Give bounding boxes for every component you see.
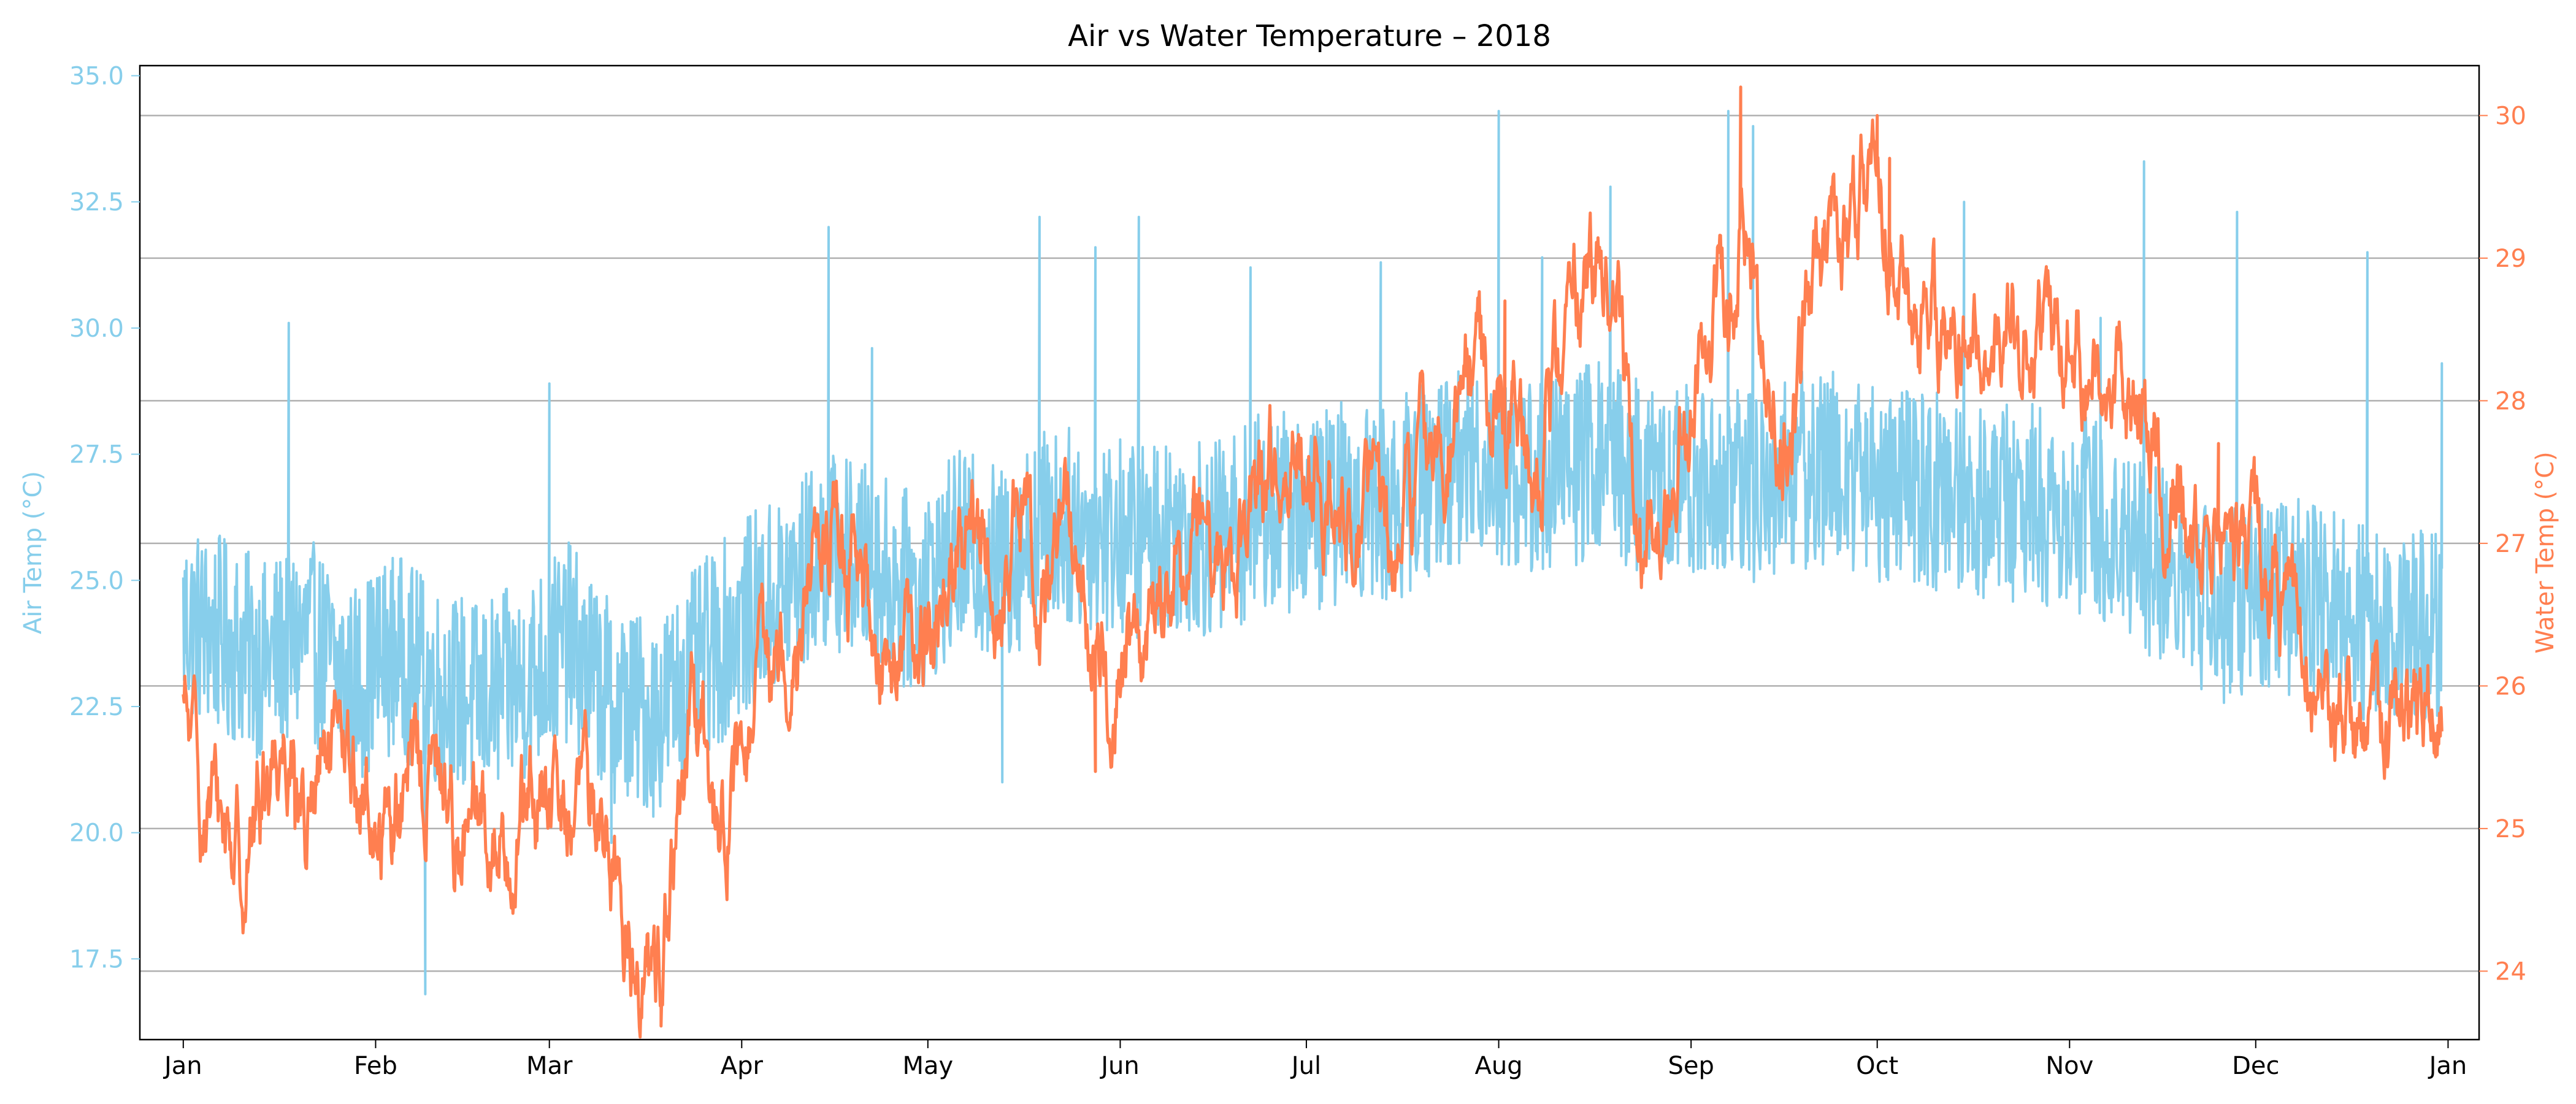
x-tick-label: Jan <box>2428 1052 2467 1080</box>
y-left-tick-label: 30.0 <box>69 315 124 343</box>
plot-frame <box>139 64 2480 1041</box>
x-tick-label: Jan <box>163 1052 202 1080</box>
y-axis-right: 24 25 26 27 28 29 30 <box>2479 102 2526 986</box>
y-right-tick-label: 30 <box>2495 102 2526 130</box>
y-left-tick-label: 20.0 <box>69 819 124 848</box>
y-right-tick-label: 26 <box>2495 672 2526 700</box>
y-right-tick-label: 27 <box>2495 530 2526 558</box>
x-tick-label: Sep <box>1668 1052 1714 1080</box>
x-axis: Jan Feb Mar Apr May Jun Jul Aug Sep Oct Nov Dec Jan <box>163 1040 2467 1080</box>
x-tick-label: Apr <box>721 1052 764 1080</box>
y-left-tick-label: 22.5 <box>69 693 124 721</box>
x-tick-label: Dec <box>2232 1052 2279 1080</box>
x-tick-label: Mar <box>526 1052 573 1080</box>
y-left-tick-label: 25.0 <box>69 567 124 595</box>
x-tick-label: Aug <box>1475 1052 1523 1080</box>
chart-title: Air vs Water Temperature – 2018 <box>1068 19 1551 53</box>
x-tick-label: Feb <box>354 1052 397 1080</box>
y-left-tick-label: 17.5 <box>69 945 124 973</box>
air-temp-line <box>182 110 2444 995</box>
water-temp-line <box>182 85 2444 1039</box>
x-tick-label: Nov <box>2045 1052 2093 1080</box>
y-left-tick-label: 32.5 <box>69 188 124 217</box>
x-tick-label: Jul <box>1290 1052 1321 1080</box>
y-axis-left-label: Air Temp (°C) <box>19 471 47 634</box>
y-right-tick-label: 28 <box>2495 387 2526 415</box>
y-left-tick-label: 35.0 <box>69 62 124 90</box>
y-right-tick-label: 29 <box>2495 245 2526 273</box>
y-right-tick-label: 25 <box>2495 815 2526 843</box>
x-tick-label: May <box>902 1052 953 1080</box>
y-axis-right-label: Water Temp (°C) <box>2531 451 2559 653</box>
y-right-tick-label: 24 <box>2495 957 2526 986</box>
y-axis-left: 17.5 20.0 22.5 25.0 27.5 30.0 32.5 35.0 <box>69 62 140 973</box>
x-tick-label: Oct <box>1856 1052 1898 1080</box>
y-left-tick-label: 27.5 <box>69 441 124 469</box>
x-tick-label: Jun <box>1099 1052 1140 1080</box>
series-lines <box>182 85 2444 1039</box>
